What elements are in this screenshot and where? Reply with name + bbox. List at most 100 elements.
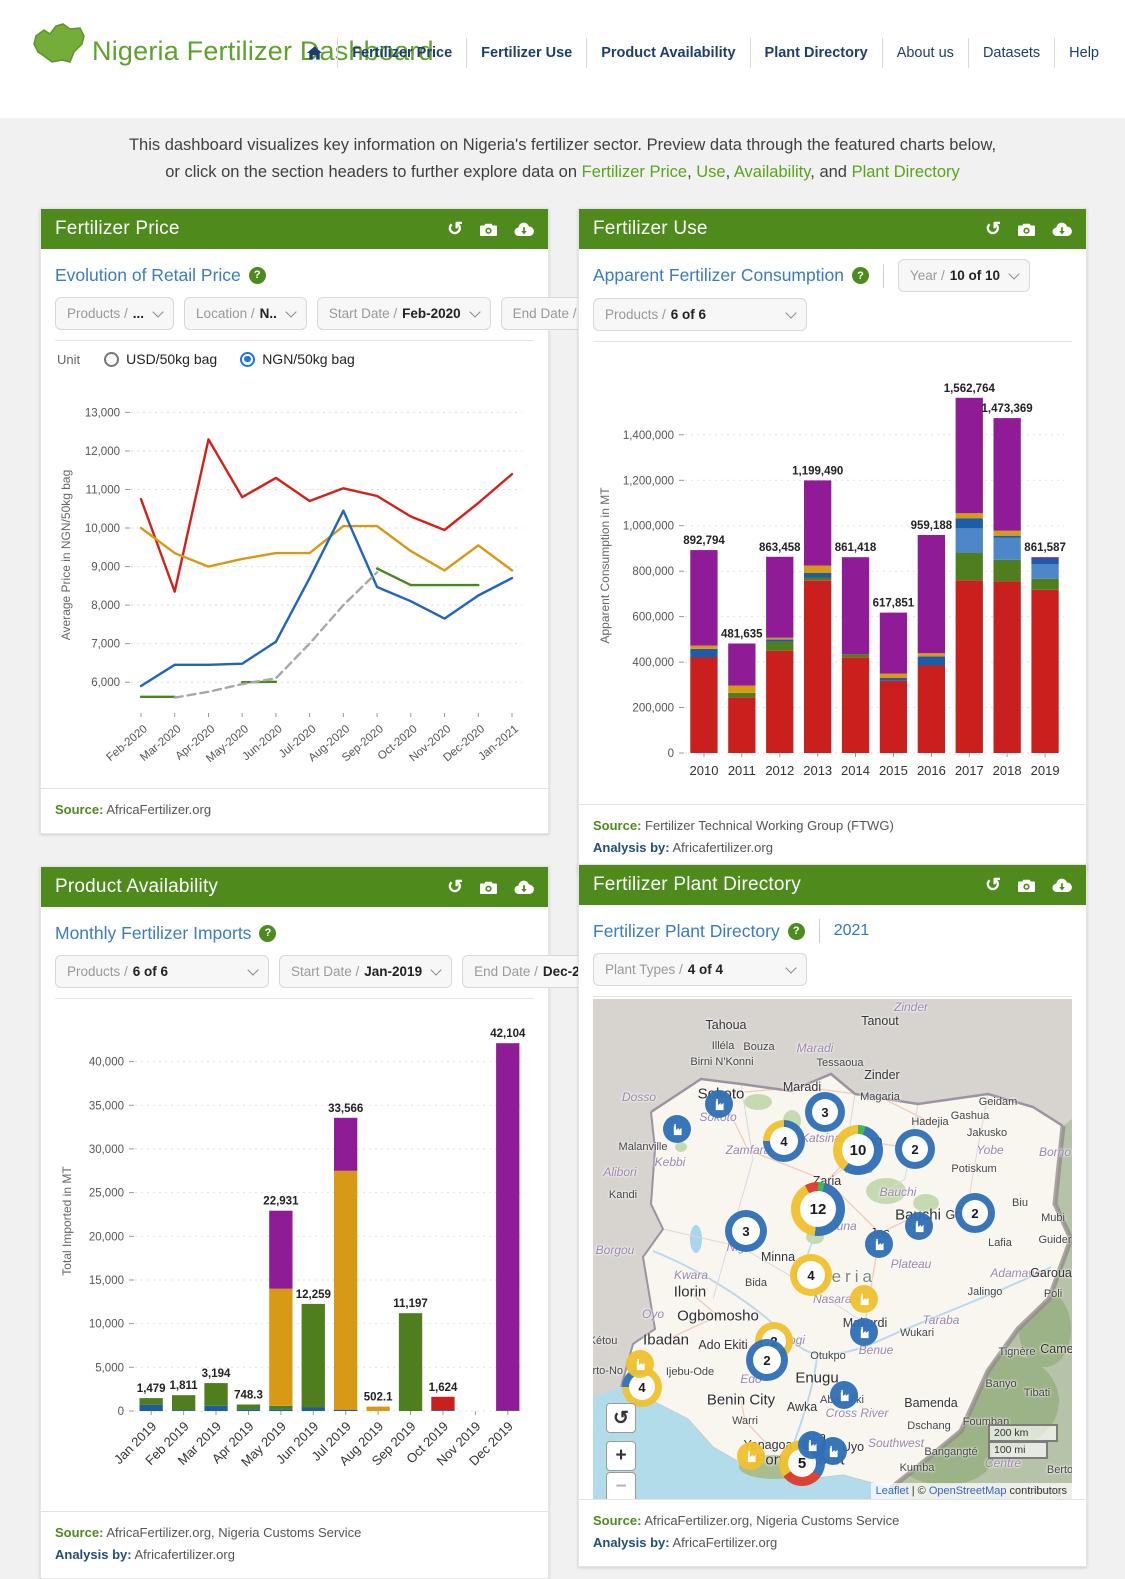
cluster-marker-3[interactable]: 3 [725, 1210, 767, 1252]
cluster-marker-4[interactable]: 4 [622, 1367, 662, 1407]
leaflet-link[interactable]: Leaflet [875, 1485, 909, 1497]
svg-text:12,000: 12,000 [85, 446, 120, 458]
intro-link-fertilizer-price[interactable]: Fertilizer Price [581, 163, 688, 182]
cluster-marker-3[interactable]: 3 [805, 1092, 845, 1132]
map-scale-mi: 100 mi [988, 1441, 1048, 1459]
plant-marker[interactable] [850, 1318, 878, 1346]
help-icon[interactable]: ? [248, 266, 266, 284]
map-attribution: Leaflet | © OpenStreetMap contributors [870, 1483, 1072, 1499]
chevron-down-icon [785, 962, 797, 974]
panel-avail-header[interactable]: Product Availability ↺ [41, 867, 548, 907]
svg-text:42,104: 42,104 [490, 1028, 526, 1040]
nav-item-fertilizer-price[interactable]: Fertilizer Price [352, 45, 453, 61]
svg-text:800,000: 800,000 [632, 566, 674, 578]
cluster-marker-4[interactable]: 4 [763, 1120, 805, 1162]
svg-text:1,624: 1,624 [429, 1382, 458, 1394]
download-icon[interactable] [514, 222, 534, 237]
plant-marker[interactable] [865, 1230, 893, 1258]
price-chart-title[interactable]: Evolution of Retail Price [55, 264, 241, 285]
reset-icon[interactable]: ↺ [447, 218, 463, 240]
unit-radio-label[interactable]: USD/50kg bag [126, 351, 218, 367]
nav-item-help[interactable]: Help [1069, 45, 1099, 61]
camera-icon[interactable] [479, 880, 498, 895]
help-icon[interactable]: ? [787, 922, 805, 940]
filter-location-dropdown[interactable]: Location / N.. [184, 297, 307, 330]
plant-marker[interactable] [663, 1115, 691, 1143]
plant-marker[interactable] [737, 1442, 765, 1470]
nav-item-datasets[interactable]: Datasets [982, 45, 1041, 61]
filter-label: Products / [67, 964, 128, 979]
plant-marker[interactable] [626, 1350, 654, 1378]
svg-text:481,635: 481,635 [721, 629, 763, 641]
cluster-marker-4[interactable]: 4 [790, 1254, 832, 1296]
filter-products-dropdown[interactable]: Products / 6 of 6 [55, 955, 269, 988]
plant-marker[interactable] [850, 1285, 878, 1313]
use-chart-title[interactable]: Apparent Fertilizer Consumption [593, 265, 844, 285]
panel-plants-header[interactable]: Fertilizer Plant Directory ↺ [579, 865, 1086, 905]
svg-text:3,194: 3,194 [202, 1368, 231, 1380]
map-zoom-out-button[interactable]: − [606, 1472, 636, 1499]
top-header: Nigeria Fertilizer Dashboard Fertilizer … [0, 0, 1125, 118]
filter-year-dropdown[interactable]: Year / 10 of 10 [897, 259, 1031, 292]
intro-link-plant-directory[interactable]: Plant Directory [851, 163, 960, 182]
filter-plant-types-dropdown[interactable]: Plant Types / 4 of 4 [593, 953, 807, 986]
plant-marker[interactable] [705, 1090, 733, 1118]
map-reset-button[interactable]: ↺ [606, 1403, 636, 1433]
nav-separator [466, 38, 468, 68]
plants-title[interactable]: Fertilizer Plant Directory [593, 920, 780, 941]
intro-text: This dashboard visualizes key informatio… [0, 132, 1125, 186]
camera-icon[interactable] [1017, 222, 1036, 237]
cluster-marker-2[interactable]: 2 [955, 1193, 995, 1233]
filter-start-date-dropdown[interactable]: Start Date / Jan-2019 [279, 955, 453, 988]
osm-link[interactable]: OpenStreetMap [928, 1485, 1007, 1497]
nav-separator [1054, 38, 1056, 68]
intro-text-part: , [687, 163, 697, 182]
help-icon[interactable]: ? [259, 924, 277, 942]
panel-use-header[interactable]: Fertilizer Use ↺ [579, 209, 1086, 249]
cluster-marker-2[interactable]: 2 [895, 1129, 935, 1169]
unit-radio-ngn[interactable] [240, 351, 256, 367]
plant-directory-map[interactable]: Tahoua Tanout Zinder Illéla Bouza Birni N'Kon… [593, 999, 1072, 1499]
filter-label: End Date / [474, 964, 538, 979]
nav-item-fertilizer-use[interactable]: Fertilizer Use [481, 45, 573, 61]
price-filters: Products /... Location / N.. Start Date / Fe… [55, 291, 670, 341]
intro-link-availability[interactable]: Availability [733, 163, 811, 182]
intro-link-use[interactable]: Use [696, 163, 726, 182]
svg-text:22,931: 22,931 [263, 1196, 299, 1208]
svg-text:1,200,000: 1,200,000 [623, 475, 674, 487]
map-zoom-in-button[interactable]: + [606, 1441, 636, 1471]
filter-products-dropdown[interactable]: Products /... [55, 297, 175, 330]
reset-icon[interactable]: ↺ [985, 874, 1001, 896]
help-icon[interactable]: ? [851, 267, 869, 284]
download-icon[interactable] [1052, 878, 1072, 893]
cluster-marker-2[interactable]: 2 [746, 1339, 788, 1381]
nav-item-product-availability[interactable]: Product Availability [601, 45, 736, 61]
nav-item-about-us[interactable]: About us [896, 45, 954, 61]
chevron-down-icon [285, 306, 297, 318]
camera-icon[interactable] [1017, 878, 1036, 893]
filter-products-dropdown[interactable]: Products / 6 of 6 [593, 298, 807, 331]
cluster-marker-12[interactable]: 12 [791, 1182, 845, 1236]
filter-start-date-dropdown[interactable]: Start Date / Feb-2020 [316, 297, 491, 330]
unit-radio-label[interactable]: NGN/50kg bag [262, 351, 355, 367]
plant-marker[interactable] [830, 1381, 858, 1409]
plant-marker[interactable] [819, 1437, 847, 1465]
nav-item-plant-directory[interactable]: Plant Directory [764, 45, 868, 61]
cluster-marker-10[interactable]: 10 [833, 1125, 883, 1175]
unit-radio-usd[interactable] [104, 351, 120, 367]
plant-marker[interactable] [905, 1212, 933, 1240]
reset-icon[interactable]: ↺ [447, 876, 463, 898]
avail-filters: Products / 6 of 6 Start Date / Jan-2019 End … [55, 949, 633, 999]
panel-price-header[interactable]: Fertilizer Price ↺ [41, 209, 548, 249]
filter-value: 4 of 4 [687, 962, 724, 977]
home-icon[interactable] [294, 45, 335, 61]
download-icon[interactable] [514, 880, 534, 895]
svg-text:Apparent Consumption in MT: Apparent Consumption in MT [598, 487, 612, 644]
panel-price-title: Fertilizer Price [55, 218, 180, 239]
reset-icon[interactable]: ↺ [985, 218, 1001, 240]
avail-chart-title[interactable]: Monthly Fertilizer Imports [55, 922, 252, 943]
download-icon[interactable] [1052, 222, 1072, 237]
camera-icon[interactable] [479, 222, 498, 237]
price-source: Source: AfricaFertilizer.org [41, 788, 548, 833]
year-2021-link[interactable]: 2021 [833, 922, 870, 939]
